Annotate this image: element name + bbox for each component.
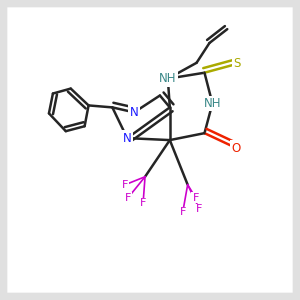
FancyBboxPatch shape bbox=[7, 7, 293, 293]
Text: NH: NH bbox=[159, 72, 177, 85]
Text: F: F bbox=[196, 204, 203, 214]
Text: N: N bbox=[123, 132, 132, 145]
Text: F: F bbox=[140, 199, 146, 208]
Text: O: O bbox=[232, 142, 241, 154]
Text: S: S bbox=[233, 57, 241, 70]
Text: F: F bbox=[179, 207, 186, 218]
Text: F: F bbox=[125, 193, 131, 202]
Text: F: F bbox=[192, 193, 199, 202]
Text: N: N bbox=[130, 106, 139, 119]
Text: NH: NH bbox=[204, 97, 221, 110]
Text: F: F bbox=[122, 180, 128, 190]
